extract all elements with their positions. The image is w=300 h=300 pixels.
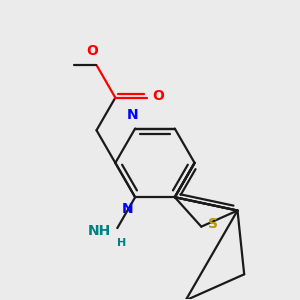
Text: O: O — [152, 89, 164, 103]
Text: H: H — [117, 238, 126, 248]
Text: O: O — [87, 44, 98, 58]
Text: N: N — [122, 202, 133, 216]
Text: N: N — [126, 108, 138, 122]
Text: S: S — [208, 217, 218, 231]
Text: NH: NH — [88, 224, 111, 238]
